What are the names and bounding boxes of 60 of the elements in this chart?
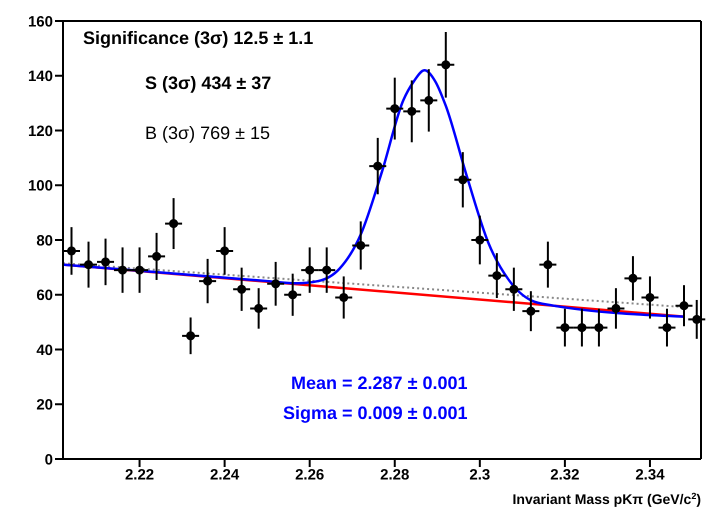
point (628, 274, 638, 283)
point (288, 290, 298, 300)
point (407, 106, 416, 116)
point (526, 306, 536, 316)
point (254, 304, 264, 313)
point (237, 284, 246, 294)
point (339, 292, 348, 302)
point (560, 323, 570, 332)
point (492, 271, 502, 280)
point (611, 304, 620, 313)
y-tick-label: 60 (36, 287, 53, 304)
annotation: S (3σ) 434 ± 37 (145, 73, 272, 94)
y-tick-label: 20 (36, 396, 53, 414)
y-tick-label: 0 (44, 451, 53, 468)
point (441, 60, 450, 70)
annotation: Sigma = 0.009 ± 0.001 (283, 403, 468, 424)
x-axis-title: Invariant Mass pKπ (GeV/c$^{2}$) (512, 491, 701, 507)
point (577, 323, 586, 332)
point (390, 104, 400, 114)
annotation: Significance (3σ) 12.5 ± 1.1 (83, 28, 314, 49)
point (101, 257, 110, 266)
point (509, 284, 518, 294)
y-tick-label: 160 (28, 13, 53, 30)
point (305, 266, 314, 275)
point (186, 331, 196, 340)
point (203, 276, 212, 286)
point (475, 235, 484, 245)
point (152, 252, 162, 261)
y-tick-label: 100 (28, 178, 53, 195)
point (458, 175, 468, 184)
annotation: Mean = 2.287 ± 0.001 (291, 373, 468, 394)
point (424, 96, 434, 105)
point (543, 260, 552, 270)
point (692, 314, 701, 324)
x-tick-label: 2.24 (210, 466, 240, 484)
x-tick-label: 2.22 (124, 466, 154, 484)
y-tick-label: 120 (28, 122, 53, 140)
x-tick-label: 2.32 (550, 466, 580, 484)
point (322, 266, 332, 275)
point (220, 246, 230, 256)
x-tick-label: 2.26 (295, 466, 324, 484)
y-tick-label: 140 (28, 68, 53, 86)
point (118, 266, 128, 275)
x-tick-label: 2.3 (469, 466, 490, 484)
point (271, 279, 280, 288)
annotation: B (3σ) 769 ± 15 (145, 123, 270, 144)
point (356, 240, 366, 250)
point (662, 323, 672, 332)
y-tick-label: 40 (36, 342, 53, 359)
x-tick-label: 2.34 (635, 466, 666, 484)
point (594, 323, 604, 332)
point (645, 292, 654, 302)
y-tick-label: 80 (36, 232, 53, 250)
point (135, 266, 144, 275)
point (66, 246, 76, 256)
point (169, 219, 178, 228)
x-tick-label: 2.28 (380, 466, 410, 484)
point (84, 260, 94, 270)
point (679, 301, 688, 310)
point (373, 162, 382, 171)
